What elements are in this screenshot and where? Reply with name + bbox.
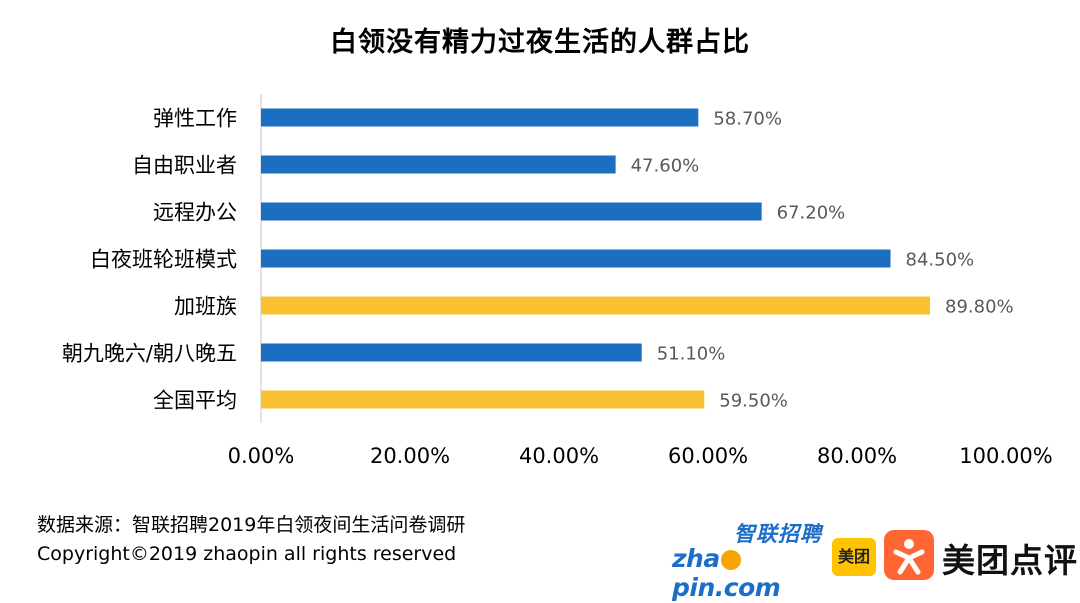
dianping-logo-icon bbox=[884, 530, 934, 580]
x-tick-label: 100.00% bbox=[959, 444, 1052, 468]
zhaopin-logo: 智联招聘 zhapin.com bbox=[672, 518, 832, 602]
data-label: 58.70% bbox=[713, 109, 782, 130]
bar bbox=[261, 296, 931, 315]
meituan-logo: 美团 bbox=[832, 538, 876, 576]
bar bbox=[261, 155, 616, 174]
data-label: 89.80% bbox=[945, 297, 1014, 318]
data-label: 47.60% bbox=[631, 156, 700, 177]
bar-chart: 弹性工作 58.70% 自由职业者 47.60% 远程办公 67.20% 白夜班轮班模式 84… bbox=[62, 94, 1053, 468]
category-label: 朝九晚六/朝八晚五 bbox=[62, 342, 237, 366]
bar bbox=[261, 390, 705, 409]
chart-title: 白领没有精力过夜生活的人群占比 bbox=[330, 27, 750, 58]
dianping-figure-icon bbox=[893, 539, 925, 575]
data-label: 84.50% bbox=[906, 250, 975, 271]
category-label: 全国平均 bbox=[153, 389, 237, 413]
x-tick-label: 80.00% bbox=[817, 444, 897, 468]
data-label: 51.10% bbox=[657, 344, 726, 365]
data-source-note: 数据来源：智联招聘2019年白领夜间生活问卷调研 bbox=[37, 514, 466, 536]
x-tick-label: 60.00% bbox=[668, 444, 748, 468]
dianping-logo-text: 美团点评 bbox=[942, 541, 1078, 580]
copyright-note: Copyright©2019 zhaopin all rights reserv… bbox=[37, 543, 457, 565]
data-label: 59.50% bbox=[719, 391, 788, 412]
category-label: 白夜班轮班模式 bbox=[90, 248, 237, 272]
zhaopin-logo-en-b: pin.com bbox=[672, 573, 781, 602]
category-label: 自由职业者 bbox=[132, 154, 237, 178]
category-label: 加班族 bbox=[174, 295, 237, 319]
x-tick-label: 40.00% bbox=[519, 444, 599, 468]
bar bbox=[261, 202, 762, 221]
bar bbox=[261, 343, 642, 362]
bar bbox=[261, 108, 699, 127]
zhaopin-logo-en-a: zha bbox=[672, 544, 720, 573]
bar bbox=[261, 249, 891, 268]
category-label: 弹性工作 bbox=[153, 107, 237, 131]
zhaopin-dot-icon bbox=[720, 550, 741, 570]
data-label: 67.20% bbox=[777, 203, 846, 224]
category-label: 远程办公 bbox=[153, 201, 237, 225]
zhaopin-logo-en: zhapin.com bbox=[672, 544, 832, 602]
x-tick-label: 20.00% bbox=[370, 444, 450, 468]
zhaopin-logo-cn: 智联招聘 bbox=[734, 522, 822, 546]
x-tick-label: 0.00% bbox=[228, 444, 295, 468]
